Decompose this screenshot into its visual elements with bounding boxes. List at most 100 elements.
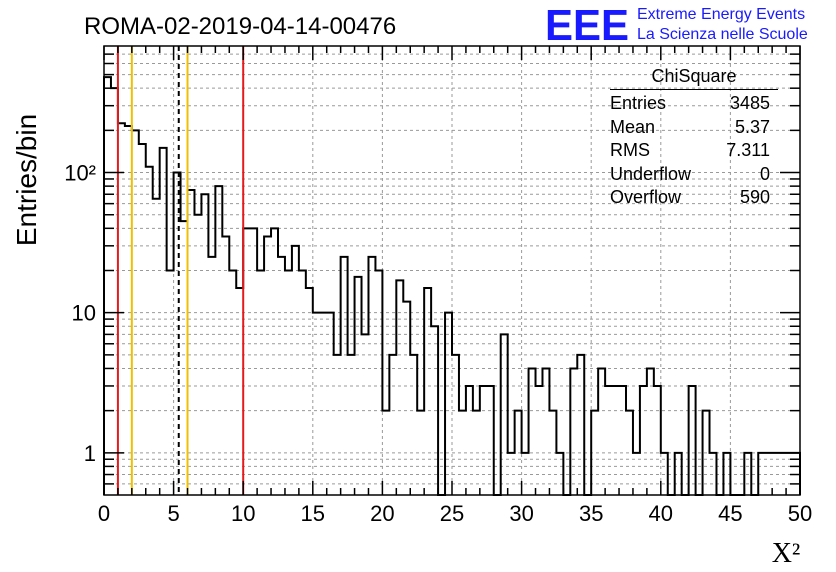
histogram-bin [368, 257, 375, 495]
stats-row-rms: RMS 7.311 [610, 139, 778, 163]
histogram-bin [139, 144, 146, 495]
logo-line-1: Extreme Energy Events [637, 6, 805, 23]
histogram-bin [703, 411, 710, 495]
histogram-bin [570, 368, 577, 495]
x-tick-label: 25 [440, 501, 464, 526]
x-tick-label: 20 [370, 501, 394, 526]
histogram-bin [431, 326, 438, 495]
histogram-bin [675, 453, 682, 495]
histogram-bin [549, 411, 556, 495]
histogram-bin [487, 386, 494, 495]
histogram-bin [459, 411, 466, 495]
histogram-bin [466, 386, 473, 495]
histogram-bin [556, 453, 563, 495]
stats-label: Mean [610, 116, 656, 137]
x-tick-label: 5 [167, 501, 179, 526]
x-tick-label: 50 [788, 501, 812, 526]
y-tick-label: 10 [72, 301, 96, 326]
logo-line-2: La Scienza nelle Scuole [637, 26, 808, 43]
histogram-bin [257, 271, 264, 496]
histogram-bin [591, 411, 598, 495]
stats-value: 5.37 [734, 116, 770, 137]
x-axis-label: X² [772, 538, 801, 569]
histogram-bin [132, 130, 139, 495]
histogram-bin [278, 257, 285, 495]
x-tick-label: 0 [98, 501, 110, 526]
histogram-bin [765, 453, 772, 495]
histogram-bin [375, 271, 382, 496]
histogram-bin [104, 77, 111, 495]
histogram-bin [417, 411, 424, 495]
histogram-bin [445, 313, 452, 495]
histogram-bin [320, 313, 327, 495]
stats-label: Overflow [610, 187, 682, 207]
histogram-bin [201, 194, 208, 495]
chart-title: ROMA-02-2019-04-14-00476 [84, 13, 396, 40]
stats-row-overflow: Overflow 590 [610, 186, 778, 210]
histogram-bin [348, 355, 355, 495]
histogram-bin [250, 228, 257, 495]
histogram-bin [480, 386, 487, 495]
histogram-bin [396, 280, 403, 495]
histogram-bin [424, 288, 431, 495]
histogram-bin [111, 88, 118, 495]
x-tick-label: 40 [649, 501, 673, 526]
histogram-bin [382, 411, 389, 495]
stats-label: Entries [610, 93, 667, 113]
axes: 0 5 10 15 20 25 30 35 40 45 50 1 10 10² [64, 45, 812, 526]
x-tick-label: 45 [718, 501, 742, 526]
histogram-bin [118, 123, 125, 495]
stats-row-mean: Mean 5.37 [610, 116, 778, 140]
y-axis-label: Entries/bin [11, 114, 42, 246]
histogram-bin [299, 271, 306, 496]
stats-value: 0 [759, 163, 770, 184]
histogram-bin [362, 334, 369, 495]
histogram-bin [577, 355, 584, 495]
x-tick-label: 30 [509, 501, 533, 526]
histogram-bin [222, 236, 229, 495]
stats-label: RMS [610, 140, 650, 160]
histogram-bin [243, 228, 250, 495]
threshold-lines [116, 46, 245, 495]
histogram-bin [647, 368, 654, 495]
histogram-bin [473, 411, 480, 495]
histogram-bin [313, 313, 320, 495]
stats-value: 7.311 [726, 140, 770, 160]
histogram-bin [661, 453, 668, 495]
histogram-bin [710, 453, 717, 495]
histogram-bin [355, 277, 362, 495]
histogram-bin [508, 453, 515, 495]
histogram-bin [167, 271, 174, 496]
histogram-bin [264, 236, 271, 495]
histogram-bin [389, 355, 396, 495]
histogram-bin [654, 386, 661, 495]
stats-value: 3485 [729, 93, 770, 113]
histogram-bin [529, 368, 536, 495]
histogram-bin [640, 386, 647, 495]
stats-value: 590 [739, 187, 770, 207]
histogram-bin [292, 246, 299, 495]
histogram-bin [626, 411, 633, 495]
histogram-bin [542, 368, 549, 495]
y-tick-label: 1 [84, 441, 96, 466]
histogram-bin [285, 271, 292, 496]
histogram-bin [410, 355, 417, 495]
histogram-bin [779, 453, 786, 495]
histogram-bin [334, 355, 341, 495]
histogram-bin [403, 302, 410, 495]
histogram-bin [758, 453, 765, 495]
x-tick-label: 15 [301, 501, 325, 526]
histogram-bin [125, 126, 132, 495]
histogram-bin [146, 167, 153, 495]
histogram-bin [341, 257, 348, 495]
histogram-bin [327, 313, 334, 495]
x-tick-label: 10 [231, 501, 255, 526]
histogram-bin [501, 334, 508, 495]
x-tick-label: 35 [579, 501, 603, 526]
histogram-bin [612, 386, 619, 495]
histogram-bin [633, 453, 640, 495]
histogram-bin [208, 257, 215, 495]
histogram-bin [160, 148, 167, 495]
stats-row-entries: Entries 3485 [610, 92, 778, 116]
